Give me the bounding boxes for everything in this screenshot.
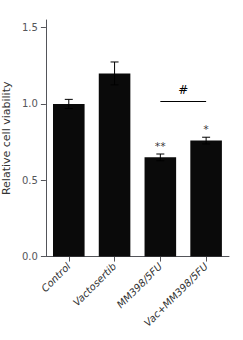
svg-text:0.0: 0.0 — [22, 251, 38, 262]
svg-text:Relative cell viability: Relative cell viability — [0, 81, 13, 195]
svg-text:Vactosertib: Vactosertib — [71, 261, 119, 309]
svg-text:0.5: 0.5 — [22, 175, 38, 186]
svg-text:1.0: 1.0 — [22, 98, 38, 109]
svg-text:*: * — [203, 123, 209, 136]
svg-text:1.5: 1.5 — [22, 22, 38, 33]
svg-text:#: # — [178, 83, 188, 97]
svg-text:Vac+MM398/5FU: Vac+MM398/5FU — [142, 260, 211, 329]
svg-text:MM398/5FU: MM398/5FU — [115, 260, 165, 310]
svg-text:**: ** — [155, 140, 167, 153]
svg-text:Control: Control — [39, 261, 73, 295]
